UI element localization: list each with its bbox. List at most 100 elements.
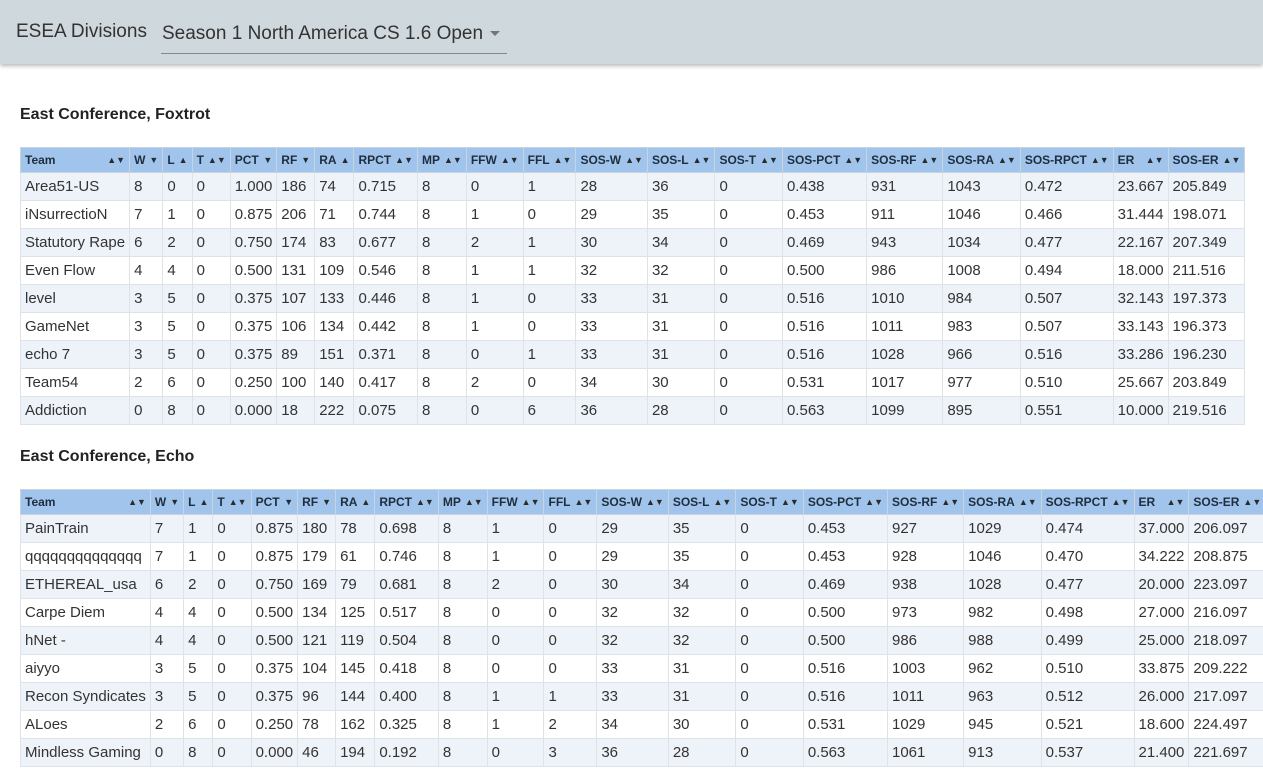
column-header-sos-ra[interactable]: SOS-RA ▲▼ (963, 489, 1042, 515)
cell-ra: 162 (335, 710, 376, 739)
cell-ffw: 1 (465, 256, 524, 285)
cell-w: 8 (129, 172, 164, 201)
column-header-t[interactable]: T ▲▼ (191, 147, 231, 173)
column-header-ffw[interactable]: FFW ▲▼ (486, 489, 545, 515)
column-header-er[interactable]: ER ▲▼ (1133, 489, 1190, 515)
cell-sos-er: 207.349 (1167, 228, 1246, 257)
column-header-ra[interactable]: RA ▲ (335, 489, 376, 515)
cell-sos-w: 32 (575, 256, 648, 285)
standings-table: Team ▲▼ W ▼ L ▲ T ▲▼ PCT ▼ RF ▼ RA ▲ RPCT ▲▼ MP ▲▼ FFW ▲▼ FF… (20, 489, 1263, 767)
cell-ffl: 0 (543, 570, 598, 599)
cell-sos-rpct: 0.477 (1040, 570, 1135, 599)
cell-mp: 8 (437, 514, 488, 543)
column-header-label: L (167, 153, 175, 167)
cell-ffl: 2 (543, 710, 598, 739)
table-row: PainTrain 7 1 0 0.875 180 78 0.698 8 1 0 29 35 0 0.453… (20, 514, 1263, 543)
column-header-l[interactable]: L ▲ (162, 147, 193, 173)
cell-mp: 8 (437, 654, 488, 683)
column-header-sos-l[interactable]: SOS-L ▲▼ (646, 147, 716, 173)
cell-er: 31.444 (1112, 200, 1169, 229)
column-header-label: W (154, 495, 167, 509)
cell-sos-l: 31 (667, 654, 737, 683)
column-header-sos-t[interactable]: SOS-T ▲▼ (735, 489, 804, 515)
cell-sos-pct: 0.531 (802, 710, 888, 739)
cell-sos-l: 30 (646, 368, 716, 397)
column-header-sos-rpct[interactable]: SOS-RPCT ▲▼ (1040, 489, 1135, 515)
column-header-sos-w[interactable]: SOS-W ▲▼ (596, 489, 669, 515)
column-header-sos-ra[interactable]: SOS-RA ▲▼ (942, 147, 1021, 173)
column-header-sos-er[interactable]: SOS-ER ▲▼ (1188, 489, 1263, 515)
cell-sos-rpct: 0.498 (1040, 598, 1135, 627)
cell-rf: 107 (276, 284, 316, 313)
cell-sos-w: 33 (575, 312, 648, 341)
table-row: ETHEREAL_usa 6 2 0 0.750 169 79 0.681 8 2 0 30 34 0 0.… (20, 570, 1263, 599)
column-header-label: SOS-T (719, 153, 757, 167)
column-header-label: SOS-W (580, 153, 622, 167)
column-header-pct[interactable]: PCT ▼ (229, 147, 278, 173)
column-header-sos-l[interactable]: SOS-L ▲▼ (667, 489, 737, 515)
cell-sos-er: 206.097 (1188, 514, 1263, 543)
cell-mp: 8 (437, 682, 488, 711)
cell-sos-rf: 1029 (886, 710, 965, 739)
column-header-w[interactable]: W ▼ (149, 489, 185, 515)
cell-sos-rf: 1099 (866, 396, 944, 425)
column-header-w[interactable]: W ▼ (129, 147, 164, 173)
cell-l: 4 (183, 626, 214, 655)
cell-w: 7 (149, 514, 185, 543)
cell-ffl: 0 (543, 598, 598, 627)
cell-sos-er: 224.497 (1188, 710, 1263, 739)
cell-sos-pct: 0.453 (781, 200, 868, 229)
cell-er: 27.000 (1133, 598, 1190, 627)
column-header-mp[interactable]: MP ▲▼ (437, 489, 488, 515)
cell-rpct: 0.417 (353, 368, 418, 397)
cell-mp: 8 (437, 738, 488, 767)
cell-rf: 78 (297, 710, 337, 739)
sort-desc-icon: ▼ (322, 497, 332, 507)
cell-sos-t: 0 (714, 396, 783, 425)
column-header-ffl[interactable]: FFL ▲▼ (543, 489, 598, 515)
column-header-label: MP (421, 153, 440, 167)
column-header-team[interactable]: Team ▲▼ (19, 147, 131, 173)
cell-sos-er: 217.097 (1188, 682, 1263, 711)
column-header-ra[interactable]: RA ▲ (314, 147, 355, 173)
cell-sos-er: 218.097 (1188, 626, 1263, 655)
column-header-sos-w[interactable]: SOS-W ▲▼ (575, 147, 648, 173)
column-header-mp[interactable]: MP ▲▼ (416, 147, 467, 173)
cell-pct: 0.375 (229, 340, 278, 369)
cell-sos-rf: 1003 (886, 654, 965, 683)
column-header-label: Team (25, 153, 56, 167)
sort-icon: ▲▼ (645, 497, 664, 507)
cell-sos-t: 0 (735, 654, 804, 683)
cell-sos-rf: 1011 (866, 312, 944, 341)
cell-sos-ra: 1029 (963, 514, 1042, 543)
column-header-rpct[interactable]: RPCT ▲▼ (374, 489, 439, 515)
cell-sos-rpct: 0.507 (1019, 284, 1114, 313)
cell-sos-pct: 0.516 (781, 284, 868, 313)
cell-rpct: 0.325 (374, 710, 439, 739)
column-header-rf[interactable]: RF ▼ (297, 489, 337, 515)
column-header-ffl[interactable]: FFL ▲▼ (522, 147, 577, 173)
column-header-pct[interactable]: PCT ▼ (250, 489, 299, 515)
column-header-sos-er[interactable]: SOS-ER ▲▼ (1167, 147, 1246, 173)
column-header-sos-pct[interactable]: SOS-PCT ▲▼ (781, 147, 868, 173)
sort-icon: ▲▼ (395, 155, 413, 165)
cell-w: 4 (149, 626, 185, 655)
cell-ffl: 0 (543, 542, 598, 571)
column-header-sos-rpct[interactable]: SOS-RPCT ▲▼ (1019, 147, 1114, 173)
column-header-er[interactable]: ER ▲▼ (1112, 147, 1169, 173)
column-header-sos-pct[interactable]: SOS-PCT ▲▼ (802, 489, 888, 515)
sort-icon: ▲▼ (228, 497, 247, 507)
column-header-label: SOS-L (651, 153, 689, 167)
column-header-rf[interactable]: RF ▼ (276, 147, 316, 173)
column-header-ffw[interactable]: FFW ▲▼ (465, 147, 524, 173)
cell-sos-l: 32 (667, 626, 737, 655)
cell-ffw: 2 (465, 368, 524, 397)
column-header-sos-t[interactable]: SOS-T ▲▼ (714, 147, 783, 173)
column-header-team[interactable]: Team ▲▼ (20, 489, 151, 515)
column-header-t[interactable]: T ▲▼ (212, 489, 252, 515)
division-select[interactable]: Season 1 North America CS 1.6 Open (161, 20, 507, 54)
column-header-sos-rf[interactable]: SOS-RF ▲▼ (866, 147, 944, 173)
column-header-rpct[interactable]: RPCT ▲▼ (353, 147, 418, 173)
column-header-l[interactable]: L ▲ (183, 489, 214, 515)
column-header-sos-rf[interactable]: SOS-RF ▲▼ (886, 489, 965, 515)
